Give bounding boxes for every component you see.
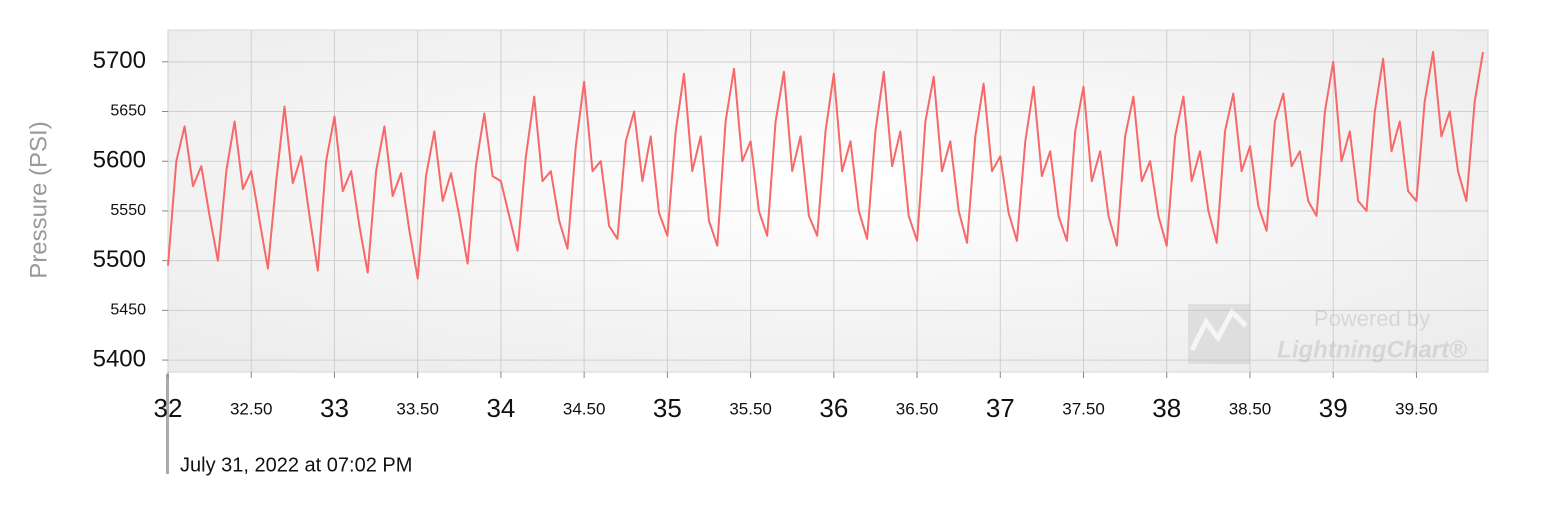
x-tick-label: 36 [819,393,848,423]
x-tick-label: 33.50 [396,399,439,418]
x-tick-label: 34 [486,393,515,423]
data-line [167,50,1484,280]
y-axis-label: Pressure (PSI) [25,121,52,278]
y-tick-label: 5450 [110,302,146,319]
y-tick-label: 5650 [110,103,146,120]
watermark-line2: LightningChart® [1277,336,1467,363]
x-tick-label: 33 [320,393,349,423]
x-tick-label: 38.50 [1229,399,1272,418]
x-axis-marker [166,374,169,474]
x-tick-label: 35 [653,393,682,423]
plot-area [167,29,1489,373]
x-tick-label: 37 [986,393,1015,423]
y-tick-label: 5700 [93,47,146,74]
x-tick-label: 35.50 [729,399,772,418]
watermark-line1: Powered by [1314,306,1430,331]
y-tick-label: 5400 [93,345,146,372]
x-tick-label: 39.50 [1395,399,1438,418]
x-tick-label: 34.50 [563,399,606,418]
watermark-logo [1188,304,1250,364]
x-tick-label: 39 [1319,393,1348,423]
y-tick-label: 5500 [93,246,146,273]
x-tick-label: 32 [154,393,183,423]
x-tick-label: 36.50 [896,399,939,418]
watermark: Powered by LightningChart® [1188,304,1467,364]
x-tick-label: 38 [1152,393,1181,423]
y-tick-label: 5600 [93,147,146,174]
x-tick-label: 32.50 [230,399,273,418]
watermark-logo-mark [1189,307,1248,352]
x-tick-label: 37.50 [1062,399,1105,418]
y-tick-label: 5550 [110,202,146,219]
x-axis-label: July 31, 2022 at 07:02 PM [180,454,412,476]
